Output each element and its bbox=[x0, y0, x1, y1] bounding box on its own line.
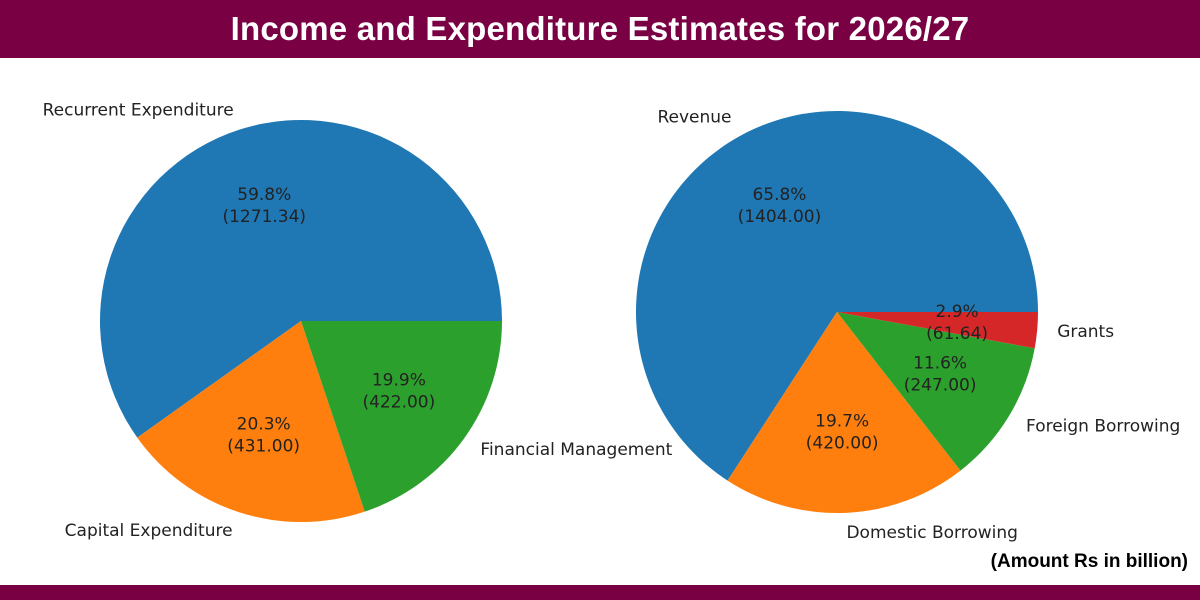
pie-slice-revenue bbox=[636, 110, 1038, 481]
title-banner: Income and Expenditure Estimates for 202… bbox=[0, 0, 1200, 58]
pie-slice-capital-expenditure bbox=[137, 321, 365, 522]
slice-label-revenue: Revenue bbox=[657, 108, 731, 128]
page-title: Income and Expenditure Estimates for 202… bbox=[230, 10, 970, 47]
percent-label-foreign-borrowing: 11.6% bbox=[913, 354, 967, 374]
slice-label-grants: Grants bbox=[1057, 322, 1114, 342]
bottom-banner bbox=[0, 585, 1200, 600]
pie-slice-financial-management bbox=[301, 321, 502, 512]
pie-slice-grants bbox=[837, 312, 1038, 349]
pie-charts: Recurrent Expenditure 59.8%(1271.34) Capit… bbox=[43, 100, 1181, 543]
pie-chart-2: Revenue 65.8%(1404.00) Domestic Borrowing 1… bbox=[636, 108, 1180, 543]
value-label-foreign-borrowing: (247.00) bbox=[904, 376, 977, 396]
percent-label-recurrent-expenditure: 59.8% bbox=[237, 185, 291, 205]
pie-slice-foreign-borrowing bbox=[837, 312, 1035, 471]
slice-label-foreign-borrowing: Foreign Borrowing bbox=[1026, 417, 1180, 437]
percent-label-domestic-borrowing: 19.7% bbox=[815, 411, 869, 431]
slice-label-capital-expenditure: Capital Expenditure bbox=[65, 521, 233, 541]
value-label-domestic-borrowing: (420.00) bbox=[806, 433, 879, 453]
percent-label-financial-management: 19.9% bbox=[372, 370, 426, 390]
value-label-capital-expenditure: (431.00) bbox=[227, 437, 300, 457]
percent-label-revenue: 65.8% bbox=[752, 185, 806, 205]
value-label-grants: (61.64) bbox=[926, 324, 988, 344]
slice-label-financial-management: Financial Management bbox=[480, 440, 672, 460]
slice-label-domestic-borrowing: Domestic Borrowing bbox=[846, 523, 1017, 543]
slice-label-recurrent-expenditure: Recurrent Expenditure bbox=[43, 100, 234, 120]
pie-slice-recurrent-expenditure bbox=[99, 119, 502, 438]
pie-slice-domestic-borrowing bbox=[727, 312, 961, 513]
percent-label-grants: 2.9% bbox=[936, 302, 979, 322]
pie-chart-1: Recurrent Expenditure 59.8%(1271.34) Capit… bbox=[43, 100, 673, 541]
value-label-recurrent-expenditure: (1271.34) bbox=[222, 207, 306, 227]
percent-label-capital-expenditure: 20.3% bbox=[237, 415, 291, 435]
value-label-revenue: (1404.00) bbox=[738, 207, 822, 227]
value-label-financial-management: (422.00) bbox=[362, 392, 435, 412]
unit-note: (Amount Rs in billion) bbox=[990, 551, 1188, 572]
